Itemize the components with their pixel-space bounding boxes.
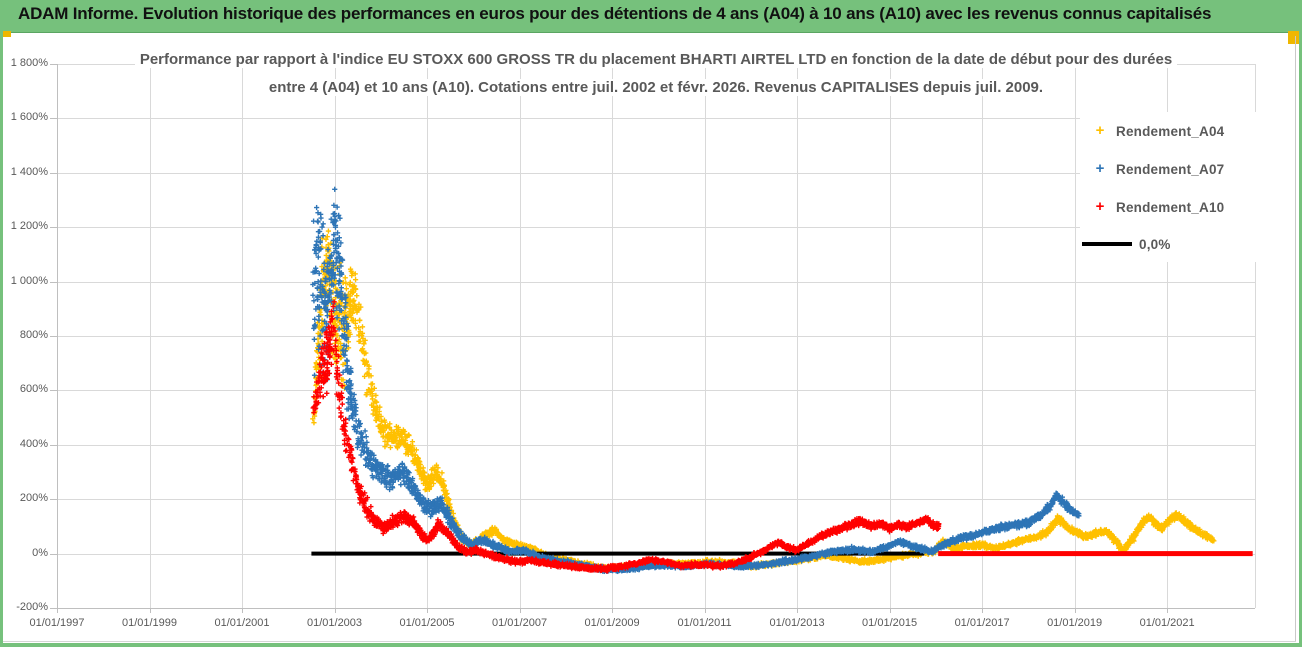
legend-label: Rendement_A04 (1116, 123, 1225, 139)
legend-label: Rendement_A10 (1116, 199, 1225, 215)
x-tick (334, 608, 336, 613)
plot-area (57, 64, 1255, 608)
y-tick-label: 1 800% (10, 57, 48, 69)
page-border-bottom (0, 643, 1302, 647)
y-grid-line (57, 608, 1255, 609)
x-tick-label: 01/01/2009 (584, 617, 640, 629)
y-tick-label: 800% (19, 329, 48, 341)
y-tick (50, 608, 57, 609)
plot-right-border (1255, 64, 1256, 608)
x-tick-label: 01/01/2003 (306, 617, 363, 629)
x-tick (1167, 608, 1169, 613)
x-tick (57, 608, 58, 613)
plus-marker-icon: + (1095, 160, 1105, 177)
x-tick (427, 608, 429, 613)
legend-item-zero-line[interactable]: 0,0% (1080, 233, 1294, 255)
x-tick-label: 01/01/1999 (121, 617, 178, 629)
x-tick-label: 01/01/2005 (399, 617, 455, 629)
zero-line-icon (1082, 242, 1132, 246)
y-tick-label: 1 400% (10, 165, 48, 178)
legend-label: Rendement_A07 (1116, 161, 1225, 177)
chart-title-line1: Performance par rapport à l'indice EU ST… (134, 51, 1178, 68)
report-title: ADAM Informe. Evolution historique des p… (18, 4, 1212, 23)
y-tick (50, 444, 57, 446)
y-tick-label: 200% (19, 492, 48, 505)
y-tick (50, 227, 57, 229)
y-tick-label: 0% (32, 546, 48, 559)
page-border-left (0, 0, 3, 647)
x-tick-label: 01/01/2015 (862, 617, 918, 629)
x-tick-label: 01/01/2013 (769, 617, 825, 629)
x-tick (1074, 608, 1076, 613)
y-tick (50, 390, 57, 392)
plus-marker-icon: + (1095, 198, 1105, 215)
y-tick-label: 1 600% (10, 111, 48, 124)
page-border-right (1299, 0, 1302, 647)
report-title-bar: ADAM Informe. Evolution historique des p… (0, 0, 1302, 33)
x-tick (704, 608, 706, 613)
x-tick (149, 608, 151, 613)
plus-marker-icon: + (1095, 122, 1105, 139)
x-tick (612, 608, 614, 613)
x-tick (982, 608, 984, 613)
x-tick (242, 608, 244, 613)
y-tick-label: 400% (19, 437, 48, 450)
y-tick (50, 172, 57, 174)
legend-item-rendement-a10[interactable]: + Rendement_A10 (1080, 196, 1294, 218)
chart-title: Performance par rapport à l'indice EU ST… (57, 46, 1255, 102)
y-tick-label: 1 000% (10, 274, 48, 287)
chart-frame-border (1295, 36, 1296, 642)
y-tick (50, 281, 57, 283)
y-tick (50, 64, 57, 65)
x-tick-label: 01/01/2017 (954, 617, 1010, 629)
x-tick-label: 01/01/2011 (677, 617, 732, 629)
y-tick-label: -200% (16, 601, 48, 613)
chart-legend: + Rendement_A04 + Rendement_A07 + Rendem… (1080, 112, 1294, 262)
legend-item-rendement-a07[interactable]: + Rendement_A07 (1080, 158, 1294, 180)
x-tick-label: 01/01/2001 (214, 617, 270, 629)
x-tick (889, 608, 891, 613)
x-tick (797, 608, 799, 613)
legend-label: 0,0% (1139, 236, 1171, 252)
gold-accent-right (1288, 31, 1299, 44)
y-tick (50, 499, 57, 501)
gold-accent-left (0, 31, 11, 37)
y-tick-label: 1 200% (10, 220, 48, 233)
y-tick-label: 600% (19, 383, 48, 396)
x-tick-label: 01/01/2007 (492, 617, 548, 629)
y-tick (50, 553, 57, 555)
chart-frame-border (3, 641, 1296, 642)
y-tick (50, 118, 57, 120)
y-tick (50, 336, 57, 337)
x-tick-label: 01/01/2021 (1139, 617, 1195, 629)
chart-title-line2: entre 4 (A04) et 10 ans (A10). Cotations… (263, 79, 1049, 96)
x-tick (519, 608, 521, 613)
x-tick-label: 01/01/2019 (1047, 617, 1103, 629)
x-tick-label: 01/01/1997 (29, 617, 85, 629)
legend-item-rendement-a04[interactable]: + Rendement_A04 (1080, 120, 1294, 142)
